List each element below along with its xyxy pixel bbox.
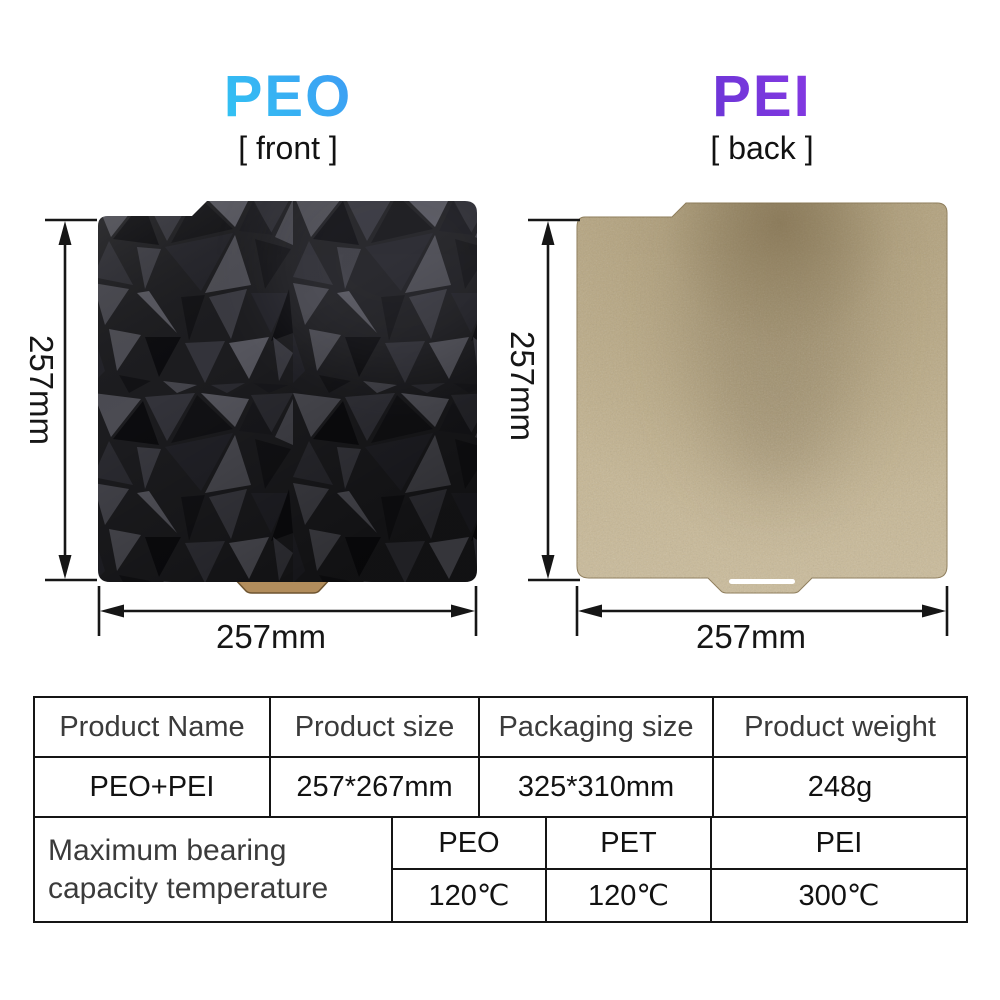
back-side-label: [ back ] [710, 130, 814, 166]
temperature-material-peo: PEO [393, 818, 547, 870]
front-height-dimension-label: 257mm [23, 334, 60, 446]
temperature-material-pet: PET [547, 818, 712, 870]
spec-value-product-weight: 248g [714, 758, 966, 818]
spec-value-product-size: 257*267mm [271, 758, 480, 818]
back-plate-photo [576, 202, 948, 594]
temperature-row-label: Maximum bearing capacity temperature [35, 818, 393, 921]
spec-value-packaging-size: 325*310mm [480, 758, 714, 818]
temperature-value-peo: 120℃ [393, 870, 547, 921]
back-plate-tab-slot [729, 579, 795, 584]
temperature-value-pet: 120℃ [547, 870, 712, 921]
front-side-label: [ front ] [238, 130, 338, 166]
spec-header-packaging-size: Packaging size [480, 698, 714, 758]
temperature-value-pei: 300℃ [798, 880, 880, 912]
spec-table-temperature-section: Maximum bearing capacity temperature PEO… [35, 818, 966, 921]
temperature-material-pei: PEI [712, 818, 966, 870]
front-material-title: PEO [138, 62, 438, 132]
back-width-dimension-label: 257mm [695, 618, 807, 655]
back-material-title: PEI [612, 62, 912, 132]
front-plate-photo [98, 201, 477, 594]
spec-header-product-name: Product Name [35, 698, 271, 758]
spec-header-product-weight: Product weight [714, 698, 966, 758]
spec-value-product-name: PEO+PEI [35, 758, 271, 818]
spec-header-product-size: Product size [271, 698, 480, 758]
spec-table: Product Name Product size Packaging size… [33, 696, 968, 923]
back-height-dimension-label: 257mm [504, 330, 541, 442]
front-width-dimension-label: 257mm [215, 618, 327, 655]
spec-table-top-section: Product Name Product size Packaging size… [35, 698, 966, 818]
